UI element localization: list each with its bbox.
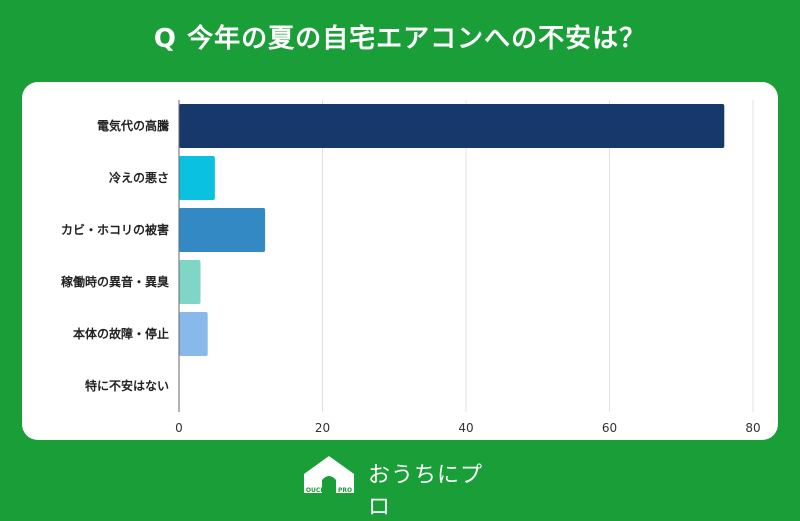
page-title: Q 今年の夏の自宅エアコンへの不安は？ (153, 24, 647, 54)
chart-bars (179, 104, 725, 356)
bar (179, 156, 215, 200)
category-label: 特に不安はない (85, 378, 169, 393)
chart-gridlines (322, 100, 754, 412)
x-tick-label: 20 (315, 421, 330, 435)
x-tick-label: 0 (175, 421, 183, 435)
house-icon: OUCHI ni PRO (304, 456, 354, 494)
chart-category-labels: 電気代の高騰冷えの悪さカビ・ホコリの被害稼働時の異音・異臭本体の故障・停止特に不… (61, 118, 170, 393)
bar (179, 260, 201, 304)
logo-text: OUCHI ni PRO (306, 487, 352, 494)
bar (179, 312, 208, 356)
bar (179, 104, 725, 148)
category-label: 冷えの悪さ (109, 170, 169, 185)
x-tick-label: 40 (458, 421, 473, 435)
bar (179, 208, 266, 252)
x-tick-label: 60 (602, 421, 617, 435)
x-tick-label: 80 (745, 421, 760, 435)
brand-name: おうちにプロ (368, 463, 484, 520)
category-label: 本体の故障・停止 (73, 326, 169, 341)
chart-panel: 電気代の高騰冷えの悪さカビ・ホコリの被害 稼働時の異音・異臭本体の故障・停止特に不… (22, 82, 778, 440)
footer: OUCHI ni PRO おうちにプロ (0, 448, 800, 520)
category-label: 稼働時の異音・異臭 (61, 274, 169, 289)
category-label: 電気代の高騰 (97, 118, 170, 133)
brand-logo: OUCHI ni PRO おうちにプロ (300, 452, 500, 520)
category-label: カビ・ホコリの被害 (61, 222, 169, 237)
bar-chart: 電気代の高騰冷えの悪さカビ・ホコリの被害稼働時の異音・異臭本体の故障・停止特に不… (61, 100, 761, 435)
chart-tick-labels: 0 20 40 60 80 (175, 421, 760, 435)
